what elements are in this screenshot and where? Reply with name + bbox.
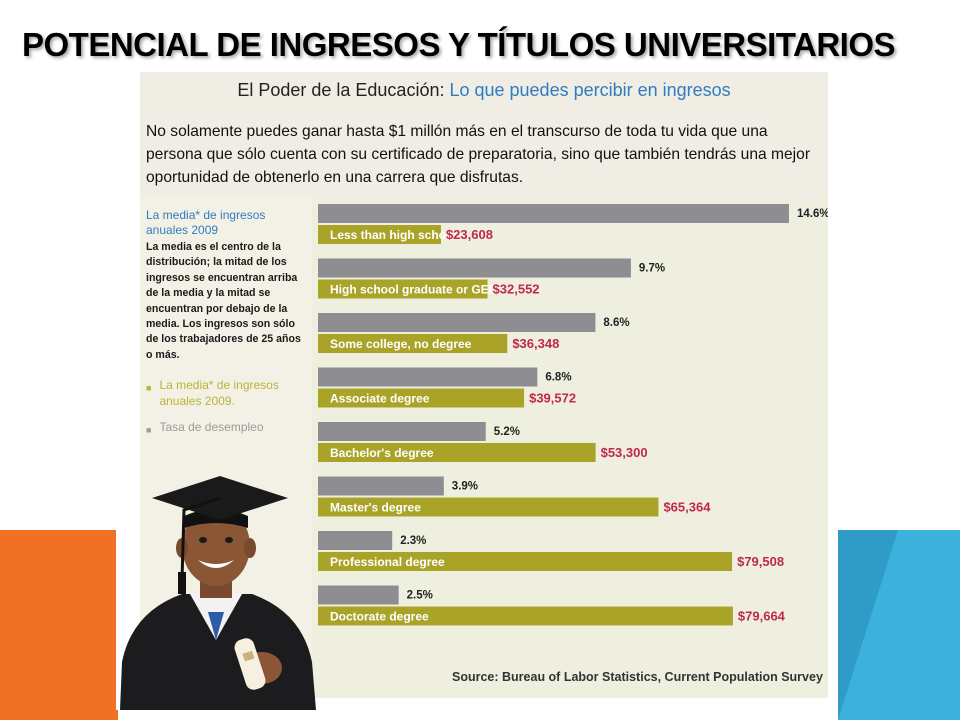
unemployment-bar: [318, 585, 399, 605]
unemployment-bar: [318, 422, 486, 441]
earnings-value-label: $36,348: [512, 336, 559, 351]
earnings-bar: [318, 334, 508, 353]
heading-plain: El Poder de la Educación:: [237, 80, 450, 100]
unemployment-bar: [318, 531, 393, 550]
category-label: Some college, no degree: [330, 337, 472, 351]
graduate-illustration: [120, 476, 316, 710]
unemployment-rate-label: 2.5%: [407, 590, 433, 602]
earnings-bar: [318, 443, 596, 462]
unemployment-bar: [318, 367, 538, 387]
unemployment-rate-label: 8.6%: [603, 317, 629, 329]
earnings-bar: [318, 497, 659, 517]
earnings-value-label: $79,508: [737, 554, 784, 569]
unemployment-rate-label: 2.3%: [400, 535, 426, 547]
category-label: High school graduate or GED: [330, 283, 498, 297]
square-bullet-icon: ■: [146, 383, 152, 394]
unemployment-bar: [318, 313, 596, 332]
unemployment-rate-label: 6.8%: [545, 372, 571, 384]
unemployment-bar: [318, 258, 631, 278]
unemployment-rate-label: 5.2%: [494, 426, 520, 438]
legend-label-earnings: La media* de ingresos anuales 2009.: [159, 378, 279, 409]
slide-title: POTENCIAL DE INGRESOS Y TÍTULOS UNIVERSI…: [22, 26, 896, 63]
earnings-bar: [318, 225, 441, 244]
earnings-bar: [318, 552, 733, 571]
category-label: Bachelor's degree: [330, 446, 434, 460]
legend-item-unemployment: ■ Tasa de desempleo: [146, 419, 306, 438]
unemployment-rate-label: 3.9%: [452, 481, 478, 493]
chart-explanation: La media* de ingresos anuales 2009 La me…: [146, 208, 306, 448]
legend-item-earnings: ■ La media* de ingresos anuales 2009.: [146, 377, 306, 409]
earnings-value-label: $53,300: [601, 445, 648, 460]
infographic-header-band: [140, 72, 828, 198]
earnings-bar: [318, 606, 733, 626]
legend-label-unemployment: Tasa de desempleo: [159, 420, 264, 435]
chart-legend: ■ La media* de ingresos anuales 2009. ■ …: [146, 377, 306, 438]
unemployment-bar: [318, 476, 444, 496]
category-label: Professional degree: [330, 555, 445, 569]
decorative-blue-triangle: [838, 530, 898, 720]
heading-accent: Lo que puedes percibir en ingresos: [449, 80, 731, 100]
earnings-value-label: $39,572: [529, 391, 576, 406]
intro-paragraph: No solamente puedes ganar hasta $1 milló…: [146, 123, 811, 186]
source-note: Source: Bureau of Labor Statistics, Curr…: [452, 670, 823, 684]
earnings-bar: [318, 388, 525, 408]
earnings-value-label: $65,364: [663, 500, 711, 515]
explanation-text: La media es el centro de la distribución…: [146, 241, 301, 361]
square-bullet-icon: ■: [146, 425, 152, 436]
earnings-value-label: $23,608: [446, 227, 493, 242]
unemployment-bar: [318, 204, 789, 223]
decorative-orange-block: [0, 530, 118, 720]
category-label: Doctorate degree: [330, 610, 429, 624]
category-label: Less than high school: [330, 228, 457, 242]
category-label: Master's degree: [330, 501, 421, 515]
category-label: Associate degree: [330, 392, 430, 406]
explanation-title: La media* de ingresos anuales 2009: [146, 208, 266, 237]
earnings-bar: [318, 279, 488, 299]
earnings-value-label: $79,664: [738, 609, 786, 624]
unemployment-rate-label: 9.7%: [639, 263, 665, 275]
bar-chart: 14.6% Less than high school$23,608 9.7% Hig…: [318, 204, 828, 626]
infographic-heading: El Poder de la Educación: Lo que puedes …: [140, 80, 828, 101]
earnings-value-label: $32,552: [493, 282, 540, 297]
unemployment-rate-label: 14.6%: [797, 208, 828, 220]
